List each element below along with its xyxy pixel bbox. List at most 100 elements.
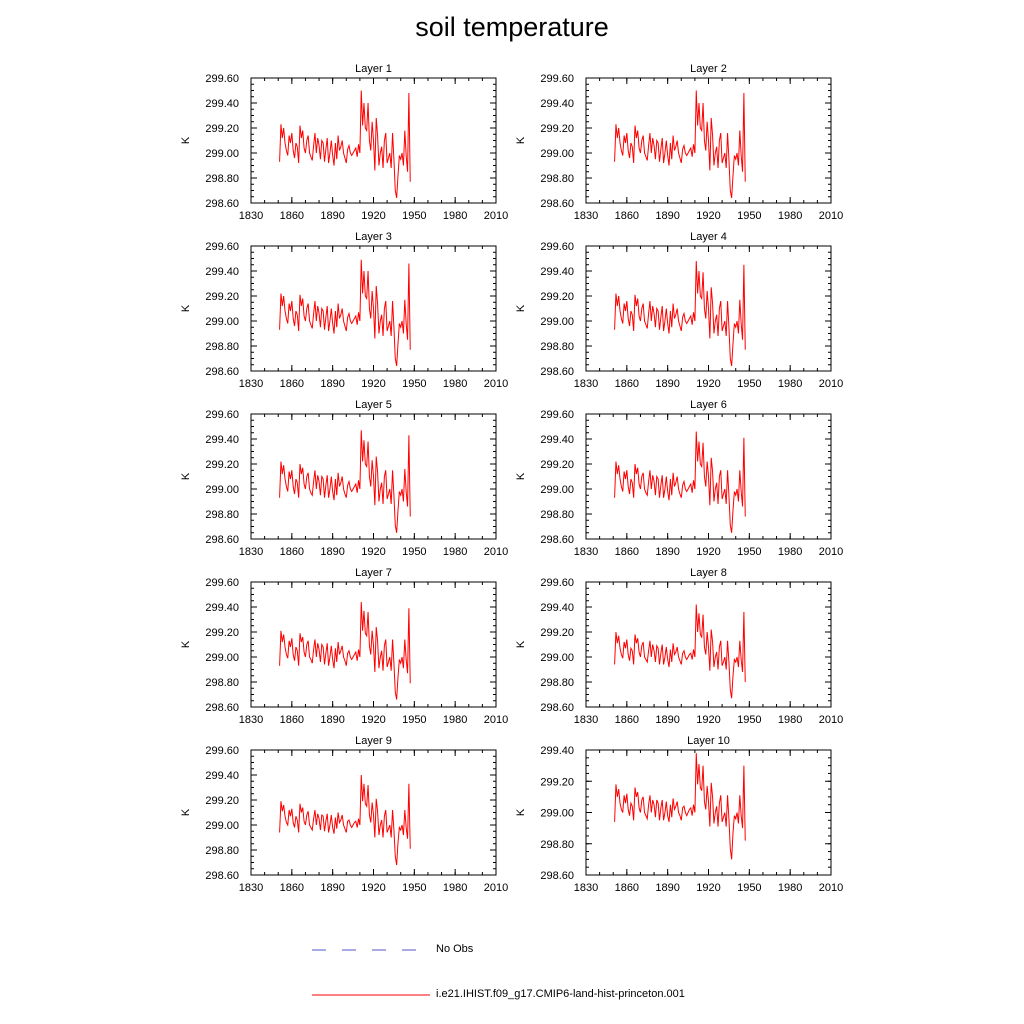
y-axis-label: K xyxy=(515,808,527,816)
y-tick-label: 299.40 xyxy=(540,745,574,757)
panel-3: Layer 3 K 1830 1860 1890 1920 1950 1980 2010 298.… xyxy=(180,231,508,390)
panel-title: Layer 2 xyxy=(690,63,727,75)
x-tick-label: 1920 xyxy=(696,210,720,222)
series-line xyxy=(614,431,746,533)
panel-title: Layer 5 xyxy=(355,399,392,411)
x-tick-label: 1890 xyxy=(320,546,344,558)
y-tick-label: 299.60 xyxy=(540,73,574,85)
y-tick-label: 299.00 xyxy=(540,808,574,820)
x-tick-label: 2010 xyxy=(484,378,508,390)
y-axis-label: K xyxy=(515,136,527,144)
y-tick-label: 299.60 xyxy=(205,409,239,421)
x-tick-label: 1920 xyxy=(361,210,385,222)
panel-title: Layer 8 xyxy=(690,567,727,579)
y-tick-label: 298.60 xyxy=(205,702,239,714)
y-tick-label: 299.20 xyxy=(205,795,239,807)
y-axis-label: K xyxy=(180,304,192,312)
y-tick-label: 299.40 xyxy=(540,434,574,446)
x-tick-label: 1950 xyxy=(402,714,426,726)
series-line xyxy=(614,90,746,199)
x-tick-label: 1860 xyxy=(280,882,304,894)
y-tick-label: 299.20 xyxy=(205,291,239,303)
x-tick-label: 1920 xyxy=(696,882,720,894)
y-axis-label: K xyxy=(515,472,527,480)
panel-2: Layer 2 K 1830 1860 1890 1920 1950 1980 2010 298.… xyxy=(515,63,843,222)
panel-title: Layer 7 xyxy=(355,567,392,579)
y-tick-label: 299.60 xyxy=(540,409,574,421)
series-line xyxy=(614,753,746,860)
x-tick-label: 1980 xyxy=(778,546,802,558)
series-line xyxy=(614,260,746,367)
y-axis-label: K xyxy=(515,304,527,312)
x-tick-label: 2010 xyxy=(819,882,843,894)
x-tick-label: 1860 xyxy=(280,546,304,558)
x-tick-label: 2010 xyxy=(484,210,508,222)
y-tick-label: 298.60 xyxy=(205,870,239,882)
x-tick-label: 1980 xyxy=(443,210,467,222)
x-tick-label: 1830 xyxy=(574,714,598,726)
x-tick-label: 1830 xyxy=(239,210,263,222)
y-tick-label: 299.00 xyxy=(205,316,239,328)
x-tick-label: 1830 xyxy=(239,378,263,390)
y-axis-label: K xyxy=(180,136,192,144)
y-tick-label: 298.80 xyxy=(205,173,239,185)
x-tick-label: 1830 xyxy=(239,882,263,894)
y-tick-label: 298.60 xyxy=(205,366,239,378)
panel-5: Layer 5 K 1830 1860 1890 1920 1950 1980 2010 298.… xyxy=(180,399,508,558)
x-tick-label: 1860 xyxy=(280,714,304,726)
y-tick-label: 299.20 xyxy=(205,459,239,471)
y-tick-label: 299.20 xyxy=(540,776,574,788)
x-tick-label: 1890 xyxy=(655,546,679,558)
panel-title: Layer 1 xyxy=(355,63,392,75)
y-axis-label: K xyxy=(180,808,192,816)
panel-title: Layer 6 xyxy=(690,399,727,411)
y-tick-label: 299.60 xyxy=(205,73,239,85)
x-tick-label: 1950 xyxy=(737,714,761,726)
x-tick-label: 1980 xyxy=(443,714,467,726)
y-tick-label: 299.60 xyxy=(540,577,574,589)
y-tick-label: 298.80 xyxy=(205,341,239,353)
y-tick-label: 298.60 xyxy=(540,534,574,546)
x-tick-label: 2010 xyxy=(819,546,843,558)
y-tick-label: 298.60 xyxy=(540,870,574,882)
x-tick-label: 1950 xyxy=(737,210,761,222)
x-tick-label: 1950 xyxy=(737,378,761,390)
y-tick-label: 299.00 xyxy=(205,652,239,664)
panel-4: Layer 4 K 1830 1860 1890 1920 1950 1980 2010 298.… xyxy=(515,231,843,390)
y-tick-label: 299.40 xyxy=(540,602,574,614)
x-tick-label: 1920 xyxy=(696,714,720,726)
x-tick-label: 1920 xyxy=(696,378,720,390)
y-tick-label: 299.20 xyxy=(540,291,574,303)
panel-7: Layer 7 K 1830 1860 1890 1920 1950 1980 2010 298.… xyxy=(180,567,508,726)
x-tick-label: 1920 xyxy=(696,546,720,558)
x-tick-label: 2010 xyxy=(484,714,508,726)
x-tick-label: 1860 xyxy=(615,378,639,390)
y-tick-label: 299.40 xyxy=(205,434,239,446)
y-tick-label: 299.60 xyxy=(205,745,239,757)
y-tick-label: 299.40 xyxy=(205,266,239,278)
x-tick-label: 2010 xyxy=(819,714,843,726)
y-tick-label: 299.60 xyxy=(205,241,239,253)
y-tick-label: 299.00 xyxy=(540,652,574,664)
x-tick-label: 1980 xyxy=(443,546,467,558)
x-tick-label: 1890 xyxy=(320,378,344,390)
x-tick-label: 1830 xyxy=(239,714,263,726)
panel-6: Layer 6 K 1830 1860 1890 1920 1950 1980 2010 298.… xyxy=(515,399,843,558)
y-tick-label: 299.40 xyxy=(205,602,239,614)
x-tick-label: 2010 xyxy=(484,882,508,894)
x-tick-label: 1950 xyxy=(402,210,426,222)
panel-1: Layer 1 K 1830 1860 1890 1920 1950 1980 2010 298.… xyxy=(180,63,508,222)
y-tick-label: 299.00 xyxy=(540,148,574,160)
x-tick-label: 1860 xyxy=(280,210,304,222)
y-tick-label: 299.20 xyxy=(540,627,574,639)
panel-title: Layer 4 xyxy=(690,231,727,243)
y-tick-label: 299.00 xyxy=(205,148,239,160)
x-tick-label: 1920 xyxy=(361,546,385,558)
x-tick-label: 1920 xyxy=(361,882,385,894)
x-tick-label: 1890 xyxy=(655,210,679,222)
y-tick-label: 298.80 xyxy=(540,173,574,185)
x-tick-label: 1950 xyxy=(737,882,761,894)
x-tick-label: 1890 xyxy=(320,714,344,726)
x-tick-label: 1830 xyxy=(574,210,598,222)
